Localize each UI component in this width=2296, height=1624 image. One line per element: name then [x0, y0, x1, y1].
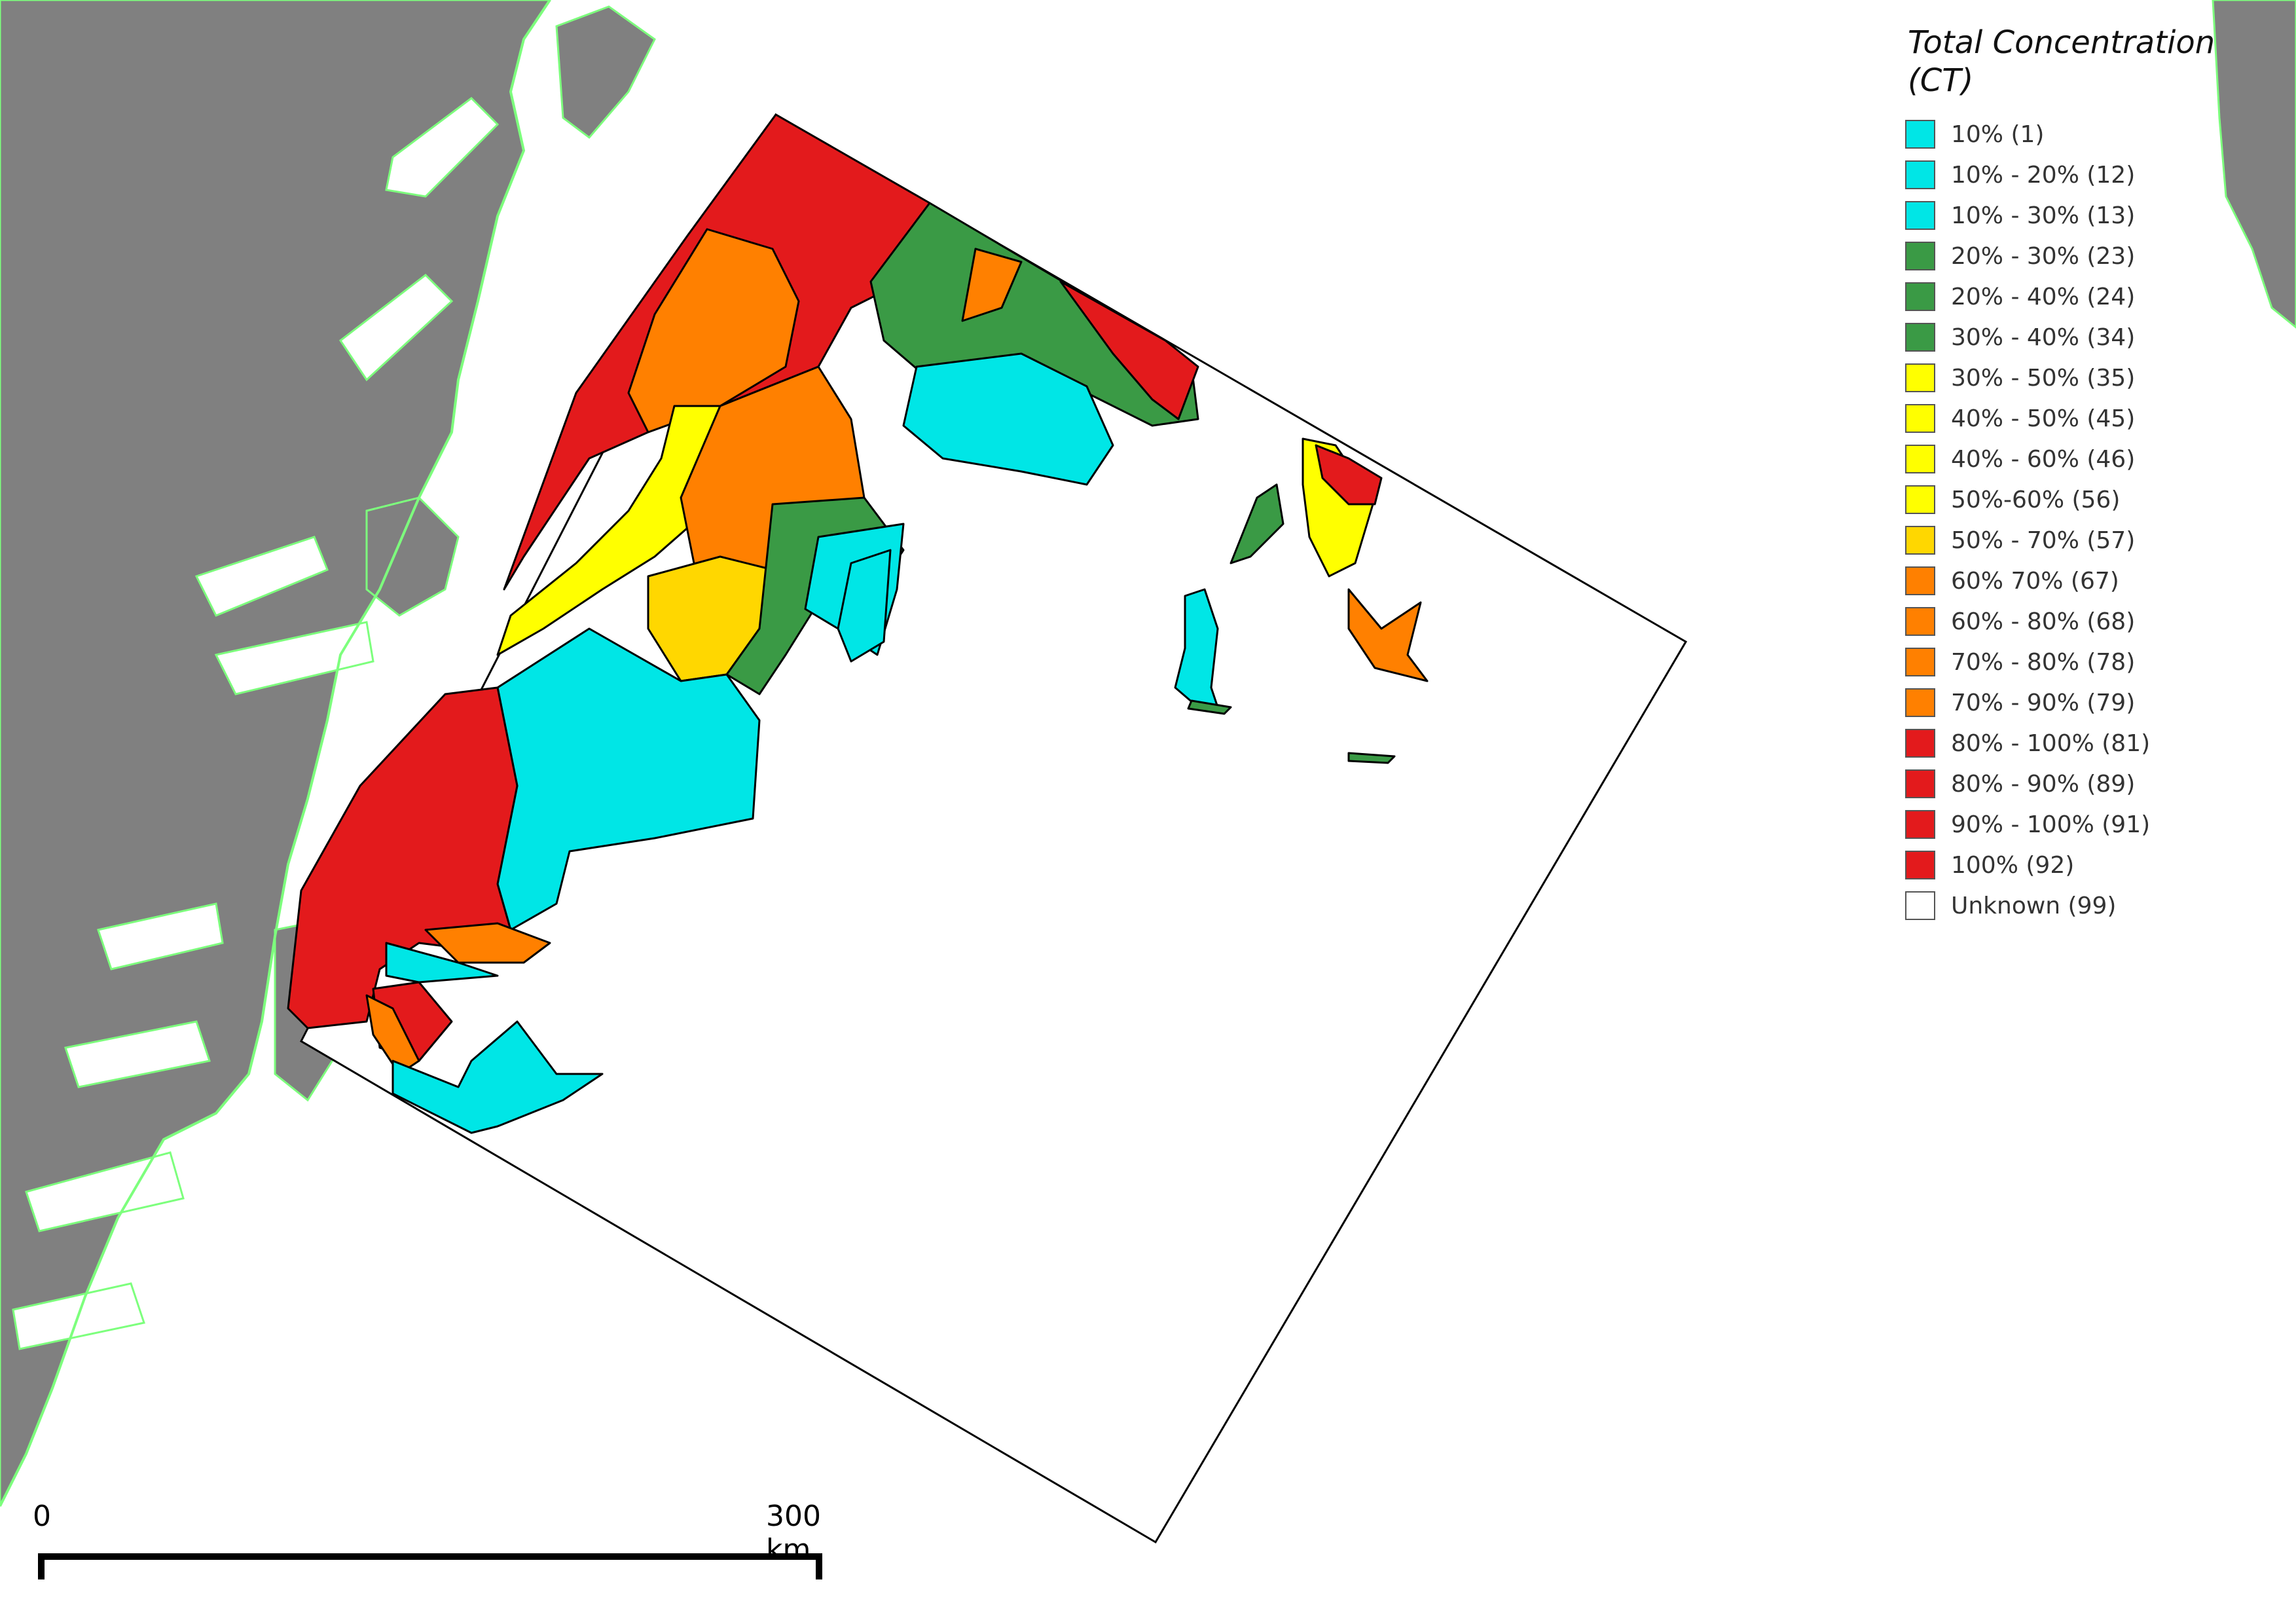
legend-title: Total Concentration (CT) [1908, 24, 2272, 100]
coastline-highlights [0, 0, 551, 1507]
ice-zone-orange-southwest [424, 922, 551, 964]
legend-swatch [1905, 282, 1935, 311]
legend-swatch [1905, 688, 1935, 717]
legend-swatch [1905, 729, 1935, 758]
legend-item: 50%-60% (56) [1905, 479, 2272, 520]
legend-swatch [1905, 810, 1935, 839]
scale-end-label: 300 km [766, 1500, 821, 1566]
map-legend: Total Concentration (CT) 10% (1) 10% - 20… [1905, 24, 2272, 926]
legend-swatch [1905, 120, 1935, 149]
legend-swatch [1905, 160, 1935, 189]
ice-zone-cyan-east-blob [837, 549, 892, 663]
ice-zone-cyan-south-strip [385, 942, 499, 984]
ice-fleck-green-1 [1347, 752, 1396, 764]
legend-swatch [1905, 363, 1935, 392]
legend-item: 80% - 100% (81) [1905, 723, 2272, 764]
legend-item: 30% - 50% (35) [1905, 358, 2272, 398]
ice-strip-green-east [1230, 483, 1285, 564]
legend-item: 70% - 80% (78) [1905, 642, 2272, 682]
land-east-edge [2212, 0, 2296, 329]
legend-label: 60% 70% (67) [1951, 567, 2119, 595]
legend-item: 30% - 40% (34) [1905, 317, 2272, 358]
scale-tick-end [816, 1553, 822, 1579]
legend-swatch [1905, 526, 1935, 555]
legend-item: 70% - 90% (79) [1905, 682, 2272, 723]
legend-item: 20% - 30% (23) [1905, 236, 2272, 276]
channel-2 [338, 274, 454, 382]
legend-title-line1: Total Concentration [1908, 24, 2215, 61]
legend-item: 10% - 30% (13) [1905, 195, 2272, 236]
legend-item: 80% - 90% (89) [1905, 764, 2272, 804]
ice-zone-red-northeast [1059, 280, 1199, 420]
legend-label: 50% - 70% (57) [1951, 526, 2136, 554]
legend-label: 40% - 50% (45) [1951, 405, 2136, 432]
scale-start-label: 0 [33, 1500, 51, 1533]
legend-swatch [1905, 445, 1935, 473]
ice-zone-east-red [1315, 444, 1383, 506]
channel-4 [214, 621, 374, 695]
legend-swatch [1905, 769, 1935, 798]
channel-5 [97, 902, 224, 970]
legend-item: 60% - 80% (68) [1905, 601, 2272, 642]
channel-3 [194, 536, 329, 617]
legend-swatch [1905, 242, 1935, 270]
ice-zone-cyan-southern [392, 1020, 604, 1134]
legend-label: 70% - 80% (78) [1951, 648, 2136, 676]
legend-label: 80% - 90% (89) [1951, 770, 2136, 798]
legend-label: 10% - 30% (13) [1951, 202, 2136, 229]
legend-swatch [1905, 851, 1935, 879]
legend-item: 10% (1) [1905, 114, 2272, 155]
coast-line-north [0, 0, 551, 1507]
legend-swatch [1905, 485, 1935, 514]
legend-label: 10% - 20% (12) [1951, 161, 2136, 189]
legend-item: 20% - 40% (24) [1905, 276, 2272, 317]
legend-label: 20% - 30% (23) [1951, 242, 2136, 270]
legend-label: 60% - 80% (68) [1951, 608, 2136, 635]
ice-zone-orange-northeast [961, 248, 1023, 322]
ice-zone-cyan-north [902, 352, 1114, 486]
legend-swatch [1905, 566, 1935, 595]
scale-bar: 0 300 km [26, 1500, 838, 1585]
legend-item: 40% - 50% (45) [1905, 398, 2272, 439]
legend-item: Unknown (99) [1905, 885, 2272, 926]
land-masses [0, 0, 2296, 1507]
legend-label: 90% - 100% (91) [1951, 811, 2151, 838]
channel-6 [64, 1020, 211, 1088]
legend-item: 40% - 60% (46) [1905, 439, 2272, 479]
legend-swatch [1905, 607, 1935, 636]
legend-swatch [1905, 648, 1935, 676]
legend-item: 50% - 70% (57) [1905, 520, 2272, 561]
legend-label: 100% (92) [1951, 851, 2075, 879]
legend-item: 10% - 20% (12) [1905, 155, 2272, 195]
legend-label: 80% - 100% (81) [1951, 729, 2151, 757]
coastal-channels [12, 97, 500, 1350]
legend-label: Unknown (99) [1951, 892, 2117, 919]
legend-label: 10% (1) [1951, 120, 2045, 148]
legend-swatch [1905, 404, 1935, 433]
legend-swatch [1905, 323, 1935, 352]
scale-tick-start [38, 1553, 45, 1579]
land-patch-upper [555, 5, 656, 139]
legend-label: 30% - 50% (35) [1951, 364, 2136, 392]
legend-item: 60% 70% (67) [1905, 561, 2272, 601]
legend-item: 100% (92) [1905, 845, 2272, 885]
legend-title-line2: (CT) [1908, 62, 1974, 99]
legend-swatch [1905, 891, 1935, 920]
legend-label: 20% - 40% (24) [1951, 283, 2136, 310]
legend-label: 70% - 90% (79) [1951, 689, 2136, 716]
legend-label: 50%-60% (56) [1951, 486, 2121, 513]
scale-line [39, 1553, 822, 1560]
ice-fleck-green-2 [1187, 699, 1232, 715]
legend-label: 30% - 40% (34) [1951, 323, 2136, 351]
legend-item: 90% - 100% (91) [1905, 804, 2272, 845]
legend-list: 10% (1) 10% - 20% (12) 10% - 30% (13) 20% -… [1905, 114, 2272, 926]
legend-swatch [1905, 201, 1935, 230]
ice-polygons [287, 113, 1429, 1134]
legend-label: 40% - 60% (46) [1951, 445, 2136, 473]
channel-1 [385, 97, 500, 198]
ice-zone-east-orange [1347, 588, 1429, 682]
